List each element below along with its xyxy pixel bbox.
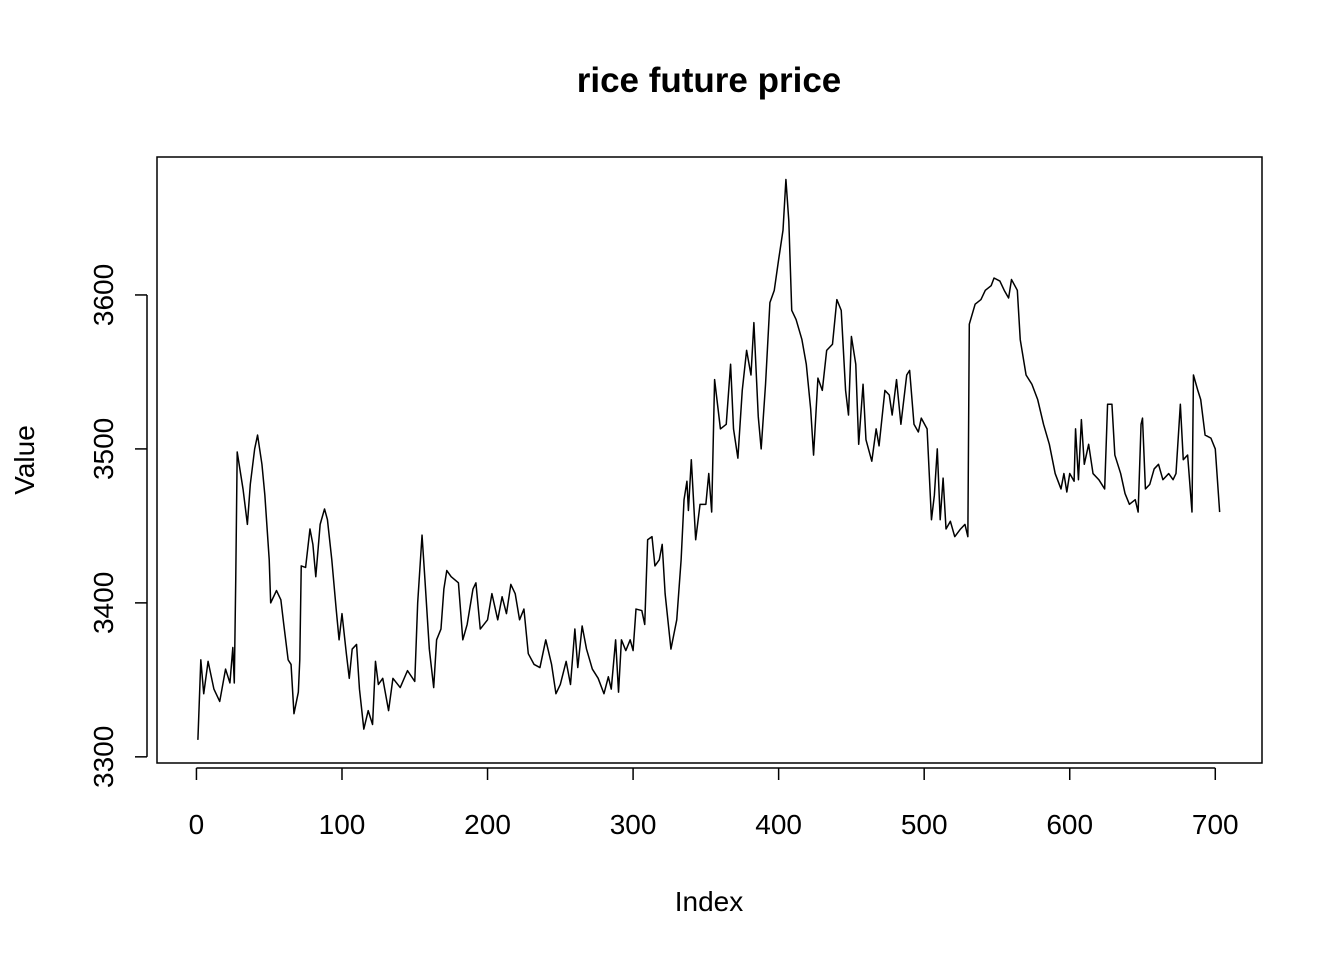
- x-tick-label: 300: [610, 809, 657, 840]
- x-tick-label: 600: [1046, 809, 1093, 840]
- y-tick-label: 3300: [88, 726, 119, 788]
- x-tick-label: 200: [464, 809, 511, 840]
- y-tick-label: 3600: [88, 264, 119, 326]
- y-tick-label: 3400: [88, 572, 119, 634]
- x-tick-label: 400: [755, 809, 802, 840]
- y-tick-label: 3500: [88, 418, 119, 480]
- x-tick-label: 700: [1192, 809, 1239, 840]
- x-tick-label: 0: [189, 809, 205, 840]
- x-tick-label: 100: [319, 809, 366, 840]
- chart-title: rice future price: [577, 61, 842, 100]
- data-line: [197, 178, 1221, 740]
- y-axis-label: Value: [9, 425, 40, 495]
- plot-box: [156, 156, 1263, 764]
- x-tick-label: 500: [901, 809, 948, 840]
- x-axis-label: Index: [675, 886, 744, 917]
